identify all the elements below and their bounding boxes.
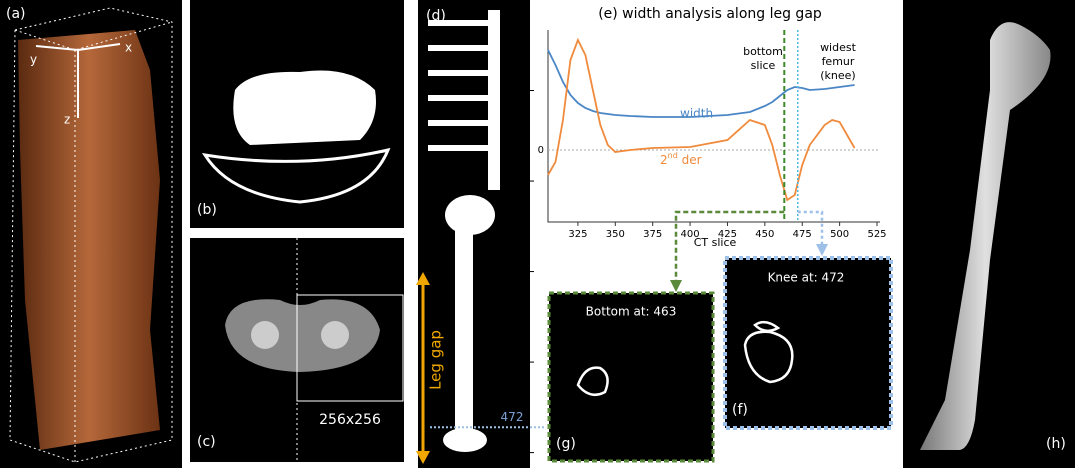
marker-label: slice xyxy=(751,59,776,72)
x-tick-label: 450 xyxy=(755,229,774,240)
femur xyxy=(920,22,1051,451)
axis-y: y xyxy=(30,53,37,67)
d-axis: 100 200 300 400 500 CT slice 472 xyxy=(430,86,545,459)
panel-label: (d) xyxy=(426,8,446,24)
axes-arrows xyxy=(35,43,121,118)
bone-cross-section xyxy=(576,366,609,397)
x-tick-label: 500 xyxy=(830,229,849,240)
panel-g xyxy=(547,291,715,463)
marker-label: (knee) xyxy=(820,69,855,82)
panel-label: (h) xyxy=(1046,436,1066,452)
panel-label: (a) xyxy=(6,6,26,22)
x-tick-label: 325 xyxy=(568,229,587,240)
panel-label: (c) xyxy=(197,434,216,450)
y-tick-label: 200 xyxy=(509,176,528,187)
chart-e: (e) width analysis along leg gap 325 350 37… xyxy=(538,6,887,292)
caption: Knee at: 472 xyxy=(768,271,845,285)
x-tick-label: 525 xyxy=(867,229,886,240)
table-shape xyxy=(201,147,391,204)
series-label-part: nd xyxy=(668,151,678,160)
arrow-head xyxy=(670,280,682,292)
panel-label: (f) xyxy=(732,402,748,418)
axis-x: x xyxy=(125,41,132,55)
y-tick-label: 500 xyxy=(509,448,528,459)
y-tick-label: 300 xyxy=(509,267,528,278)
knee-value: 472 xyxy=(501,410,524,424)
x-tick-label: 425 xyxy=(718,229,737,240)
axis-label: CT slice xyxy=(515,217,529,263)
series-label: 2nd der xyxy=(660,151,702,167)
series-label-part: der xyxy=(678,153,702,167)
crop-size: 256x256 xyxy=(319,412,381,428)
marker-label: widest xyxy=(820,41,857,54)
arrow-head xyxy=(816,244,828,256)
caption: Bottom at: 463 xyxy=(586,305,677,319)
axis-z: z xyxy=(64,113,70,127)
series-line xyxy=(547,49,855,118)
axes-frame xyxy=(547,30,880,223)
marker-label: bottom xyxy=(743,45,783,58)
connector xyxy=(797,210,824,248)
knee-cross-section xyxy=(743,320,794,384)
x-tick-label: 350 xyxy=(606,229,625,240)
series-label: width xyxy=(680,107,713,121)
chart-title: (e) width analysis along leg gap xyxy=(598,6,822,22)
panel-label: (g) xyxy=(556,436,576,452)
marker-label: femur xyxy=(822,55,855,68)
body-volume xyxy=(18,30,160,450)
y-tick-label: 400 xyxy=(509,357,528,368)
series-label-part: 2 xyxy=(660,153,668,167)
x-tick-label: 375 xyxy=(643,229,662,240)
panel-f xyxy=(723,256,893,430)
leg-gap-label: Leg gap xyxy=(427,330,445,390)
connector xyxy=(674,210,785,284)
skeleton xyxy=(428,10,500,452)
pelvis-slice xyxy=(225,299,380,372)
y-tick-label: 0 xyxy=(538,145,544,156)
y-tick-label: 100 xyxy=(509,86,528,97)
crop-box xyxy=(296,294,404,402)
x-tick-label: 400 xyxy=(681,229,700,240)
panel-label: (b) xyxy=(197,202,217,218)
slice-shape xyxy=(233,70,376,145)
x-tick-label: 475 xyxy=(793,229,812,240)
x-axis-label: CT slice xyxy=(694,236,737,249)
series-line xyxy=(547,37,856,202)
